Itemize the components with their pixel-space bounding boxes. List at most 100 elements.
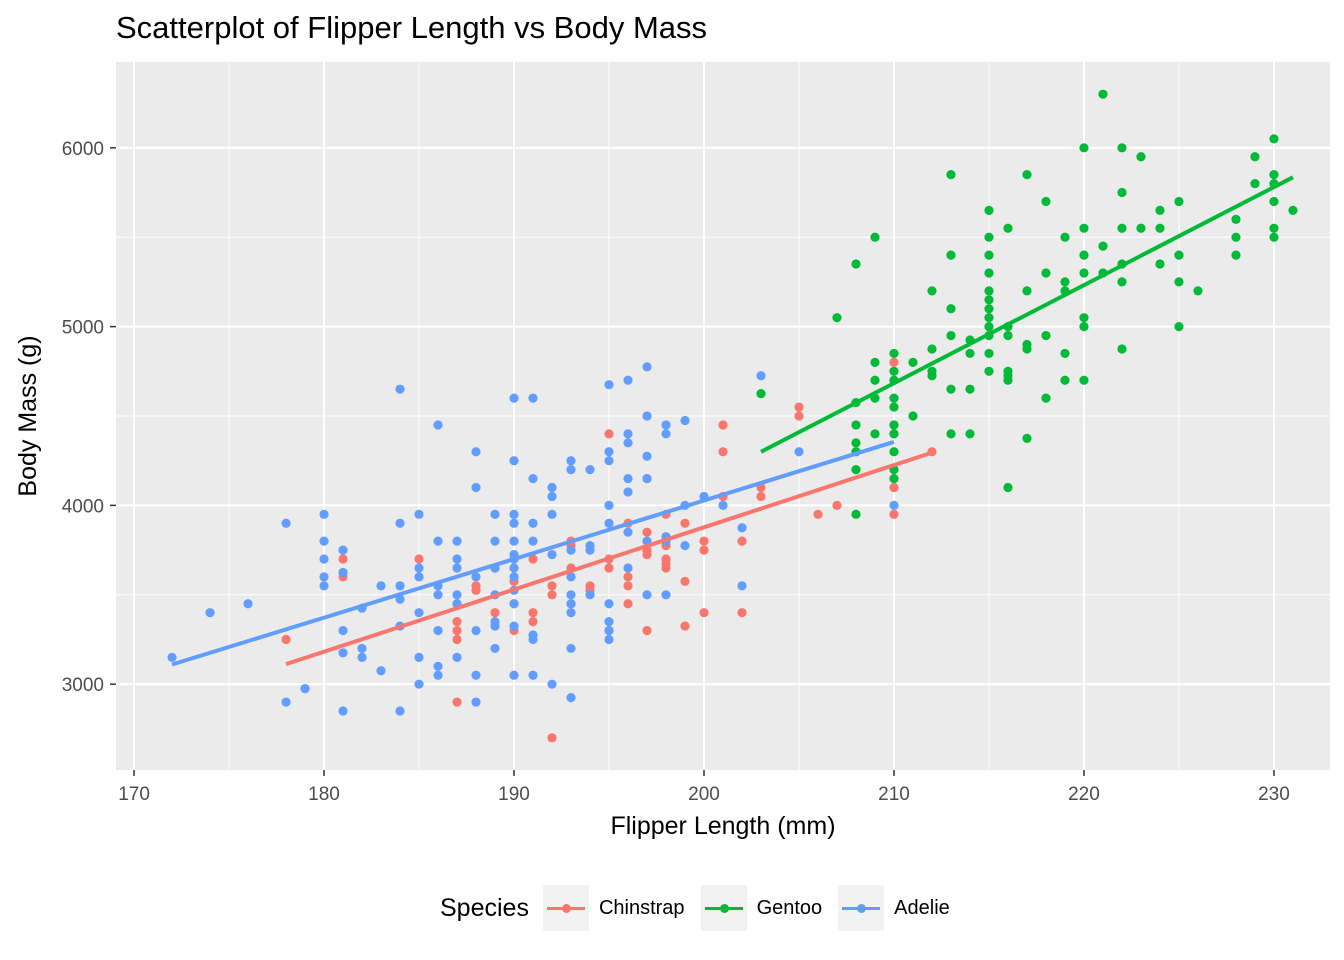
- gentoo-point: [1060, 375, 1070, 385]
- chinstrap-point: [452, 625, 462, 636]
- chinstrap-point: [889, 357, 899, 367]
- chinstrap-point: [699, 545, 709, 555]
- adelie-point: [509, 518, 519, 528]
- gentoo-point: [1193, 286, 1203, 296]
- gentoo-point: [1041, 393, 1051, 403]
- gentoo-point: [1079, 313, 1089, 323]
- adelie-point: [528, 670, 538, 680]
- gentoo-point: [832, 313, 842, 323]
- gentoo-point: [889, 420, 899, 430]
- x-tick-label: 230: [1258, 784, 1290, 805]
- adelie-point: [566, 599, 576, 609]
- adelie-point: [604, 634, 614, 645]
- x-axis-title: Flipper Length (mm): [610, 812, 835, 840]
- adelie-point: [490, 509, 500, 519]
- gentoo-point: [1003, 366, 1013, 376]
- chinstrap-point: [281, 634, 291, 645]
- adelie-point: [794, 447, 804, 457]
- legend-key-chinstrap: [542, 885, 589, 931]
- adelie-point: [376, 666, 386, 676]
- chinstrap-point: [547, 581, 557, 591]
- chinstrap-point: [756, 491, 766, 502]
- adelie-point: [566, 465, 576, 475]
- gentoo-point: [984, 304, 994, 314]
- gentoo-point: [1022, 339, 1032, 350]
- gentoo-point: [870, 429, 880, 439]
- adelie-point: [547, 549, 557, 560]
- gentoo-point: [1003, 223, 1013, 233]
- gentoo-point: [1022, 170, 1032, 180]
- adelie-point: [167, 652, 177, 662]
- adelie-point: [471, 447, 481, 457]
- x-tick-label: 190: [498, 784, 530, 805]
- adelie-point: [395, 384, 405, 394]
- adelie-point: [604, 447, 614, 457]
- adelie-point: [737, 581, 747, 591]
- gentoo-point: [984, 268, 994, 278]
- y-tick-label: 6000: [62, 139, 104, 160]
- legend-point-gentoo: [719, 904, 729, 913]
- adelie-point: [528, 518, 538, 528]
- gentoo-point: [1098, 89, 1108, 99]
- adelie-point: [414, 572, 424, 582]
- gentoo-point: [1041, 196, 1051, 207]
- adelie-point: [566, 608, 576, 618]
- adelie-point: [509, 599, 519, 609]
- adelie-point: [756, 371, 766, 381]
- adelie-point: [471, 625, 481, 636]
- adelie-point: [661, 429, 671, 439]
- chinstrap-point: [737, 536, 747, 546]
- adelie-point: [433, 420, 443, 430]
- x-tick-label: 200: [688, 784, 720, 805]
- adelie-point: [319, 536, 329, 546]
- gentoo-point: [1174, 250, 1184, 260]
- adelie-point: [433, 590, 443, 600]
- gentoo-point: [1231, 232, 1241, 242]
- adelie-point: [414, 679, 424, 689]
- adelie-point: [509, 509, 519, 519]
- adelie-point: [623, 429, 633, 439]
- gentoo-point: [851, 438, 861, 448]
- legend-label-gentoo: Gentoo: [756, 896, 823, 919]
- adelie-point: [509, 621, 519, 631]
- adelie-point: [528, 536, 538, 546]
- adelie-point: [623, 487, 633, 497]
- gentoo-point: [1117, 143, 1127, 153]
- chinstrap-point: [604, 429, 614, 439]
- adelie-point: [395, 518, 405, 528]
- legend-label-chinstrap: Chinstrap: [598, 896, 685, 919]
- adelie-point: [433, 661, 443, 671]
- gentoo-point: [946, 330, 956, 341]
- y-tick-label: 5000: [62, 318, 104, 339]
- gentoo-point: [1117, 344, 1127, 354]
- adelie-point: [566, 590, 576, 600]
- adelie-point: [566, 692, 576, 703]
- adelie-point: [395, 706, 405, 716]
- adelie-point: [623, 375, 633, 385]
- chinstrap-point: [452, 617, 462, 627]
- trend-lines-layer: [171, 175, 1294, 667]
- adelie-point: [680, 541, 690, 551]
- adelie-point: [661, 590, 671, 600]
- chinstrap-point: [452, 697, 462, 707]
- chinstrap-point: [338, 554, 348, 564]
- gentoo-point: [946, 170, 956, 180]
- chinstrap-point: [528, 554, 538, 564]
- adelie-point: [300, 684, 310, 694]
- gentoo-point: [1079, 375, 1089, 385]
- adelie-point: [509, 456, 519, 466]
- gentoo-point: [1136, 152, 1146, 162]
- adelie-point: [414, 509, 424, 519]
- adelie-point: [604, 380, 614, 390]
- adelie-point: [528, 393, 538, 403]
- adelie-point: [376, 581, 386, 591]
- major-gridlines: [116, 62, 1330, 770]
- legend-point-adelie: [857, 904, 867, 913]
- adelie-point: [414, 563, 424, 573]
- gentoo-point: [851, 259, 861, 269]
- axes-layer: 170 180 190 200 210 220 230 3000 4000 5000 6000: [62, 139, 1290, 805]
- adelie-point: [623, 473, 633, 484]
- adelie-point: [604, 500, 614, 510]
- gentoo-point: [889, 348, 899, 359]
- chinstrap-point: [737, 608, 747, 618]
